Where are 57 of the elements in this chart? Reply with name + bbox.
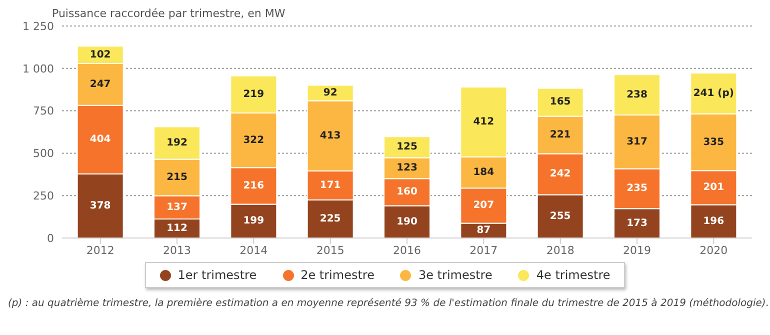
x-tick-label: 2016	[393, 244, 421, 257]
y-tick-label: 1 000	[22, 62, 54, 76]
x-tick-label: 2017	[470, 244, 498, 257]
data-label: 92	[323, 87, 338, 98]
legend-label: 3e trimestre	[418, 268, 492, 282]
data-label: 184	[473, 167, 494, 178]
data-label: 123	[396, 162, 418, 174]
x-tick-label: 2019	[623, 244, 651, 257]
legend-label: 1er trimestre	[178, 268, 257, 282]
data-label: 125	[396, 142, 418, 153]
data-label: 238	[626, 89, 648, 100]
data-label: 322	[243, 134, 264, 146]
data-label: 219	[243, 88, 264, 100]
text: (p) : au quatrième trimestre, la première estimation a en moyenne représenté 93 % de l'estimation finale du trimestre de 2015 à 2019 (méthodologie).	[8, 298, 770, 309]
data-label: 160	[396, 186, 418, 198]
data-label: 112	[166, 223, 188, 234]
x-tick-label: 2020	[700, 244, 728, 257]
y-tick-label: 1 250	[22, 20, 54, 33]
y-tick-label: 750	[33, 104, 54, 118]
data-label: 171	[320, 180, 341, 191]
data-label: 317	[626, 136, 648, 148]
data-label: 165	[550, 96, 571, 108]
data-label: 335	[703, 136, 724, 148]
data-label: 255	[550, 210, 571, 222]
data-label: 241 (p)	[693, 88, 734, 99]
x-tick-label: 2018	[546, 244, 574, 257]
data-label: 102	[90, 49, 111, 60]
x-tick-label: 2012	[86, 244, 114, 257]
x-tick-label: 2013	[163, 244, 191, 257]
data-label: 221	[550, 129, 571, 140]
data-label: 413	[320, 130, 341, 142]
data-label: 190	[396, 216, 418, 228]
data-label: 412	[473, 116, 494, 128]
chart-title: Puissance raccordée par trimestre, en MW	[52, 7, 286, 20]
data-label: 215	[166, 172, 188, 184]
data-label: 137	[166, 202, 188, 213]
data-label: 247	[90, 78, 111, 90]
y-tick-label: 0	[47, 232, 54, 245]
data-label: 201	[703, 182, 724, 194]
y-tick-label: 500	[33, 147, 54, 160]
data-label: 199	[243, 216, 264, 227]
legend-label: 4e trimestre	[536, 268, 610, 282]
x-tick-label: 2015	[316, 244, 344, 257]
data-label: 216	[243, 180, 264, 192]
data-label: 192	[166, 138, 188, 149]
data-label: 87	[476, 225, 491, 236]
data-label: 378	[90, 200, 111, 212]
data-label: 207	[473, 200, 494, 212]
data-label: 235	[626, 183, 648, 194]
legend-label: 2e trimestre	[300, 268, 374, 282]
data-label: 404	[90, 134, 111, 146]
data-label: 242	[550, 168, 571, 180]
data-label: 173	[626, 218, 648, 229]
x-tick-label: 2014	[240, 244, 268, 257]
data-label: 196	[703, 216, 724, 227]
y-tick-label: 250	[33, 190, 54, 203]
data-label: 225	[320, 213, 341, 224]
